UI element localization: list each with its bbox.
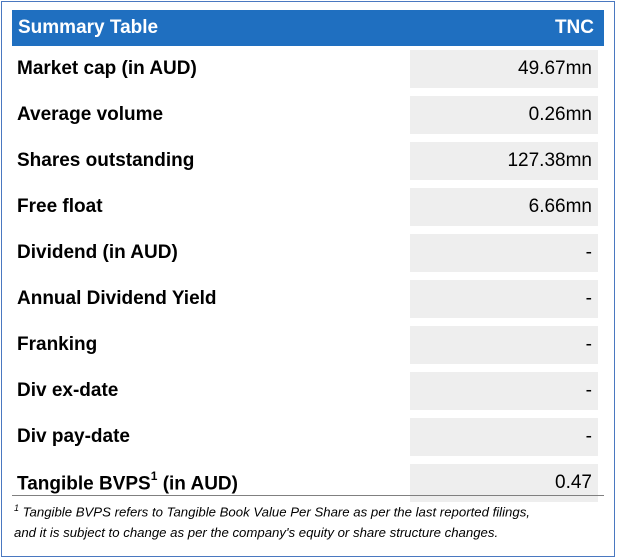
footnote-marker: 1 bbox=[150, 468, 158, 483]
table-row: Free float 6.66mn bbox=[12, 184, 604, 230]
row-label: Free float bbox=[17, 196, 103, 217]
row-value: 127.38mn bbox=[410, 142, 598, 180]
row-value: 6.66mn bbox=[410, 188, 598, 226]
row-label: Div pay-date bbox=[17, 426, 130, 447]
row-value: 0.26mn bbox=[410, 96, 598, 134]
table-row: Market cap (in AUD) 49.67mn bbox=[12, 46, 604, 92]
row-label-suffix: (in AUD) bbox=[157, 473, 238, 495]
row-label: Average volume bbox=[17, 104, 164, 125]
table-row: Dividend (in AUD) - bbox=[12, 230, 604, 276]
table-row: Div pay-date - bbox=[12, 414, 604, 460]
footnote: 1 Tangible BVPS refers to Tangible Book … bbox=[14, 498, 606, 543]
row-label: Franking bbox=[17, 334, 98, 355]
row-value: - bbox=[410, 234, 598, 272]
footnote-line-1: 1 Tangible BVPS refers to Tangible Book … bbox=[14, 498, 606, 522]
footnote-text-1: Tangible BVPS refers to Tangible Book Va… bbox=[19, 504, 530, 520]
row-value: 0.47 bbox=[410, 464, 598, 502]
ticker-label: TNC bbox=[554, 17, 594, 38]
table-row: Div ex-date - bbox=[12, 368, 604, 414]
row-label: Annual Dividend Yield bbox=[17, 288, 217, 309]
footnote-divider bbox=[12, 495, 604, 496]
summary-rows: Market cap (in AUD) 49.67mn Average volu… bbox=[12, 46, 604, 506]
table-row: Shares outstanding 127.38mn bbox=[12, 138, 604, 184]
row-value: 49.67mn bbox=[410, 50, 598, 88]
row-value: - bbox=[410, 418, 598, 456]
row-value: - bbox=[410, 372, 598, 410]
row-label: Market cap (in AUD) bbox=[17, 58, 197, 79]
row-label-main: Tangible BVPS bbox=[17, 473, 151, 495]
row-label: Dividend (in AUD) bbox=[17, 242, 178, 263]
row-label: Tangible BVPS1 (in AUD) bbox=[12, 468, 410, 495]
row-value: - bbox=[410, 326, 598, 364]
table-header: Summary Table TNC bbox=[12, 10, 604, 46]
table-row: Franking - bbox=[12, 322, 604, 368]
table-row: Average volume 0.26mn bbox=[12, 92, 604, 138]
row-label: Shares outstanding bbox=[17, 150, 195, 171]
table-title: Summary Table bbox=[18, 17, 159, 38]
row-value: - bbox=[410, 280, 598, 318]
row-label: Div ex-date bbox=[17, 380, 119, 401]
footnote-number: 1 bbox=[14, 503, 20, 513]
footnote-line-2: and it is subject to change as per the c… bbox=[14, 525, 499, 541]
table-row: Annual Dividend Yield - bbox=[12, 276, 604, 322]
